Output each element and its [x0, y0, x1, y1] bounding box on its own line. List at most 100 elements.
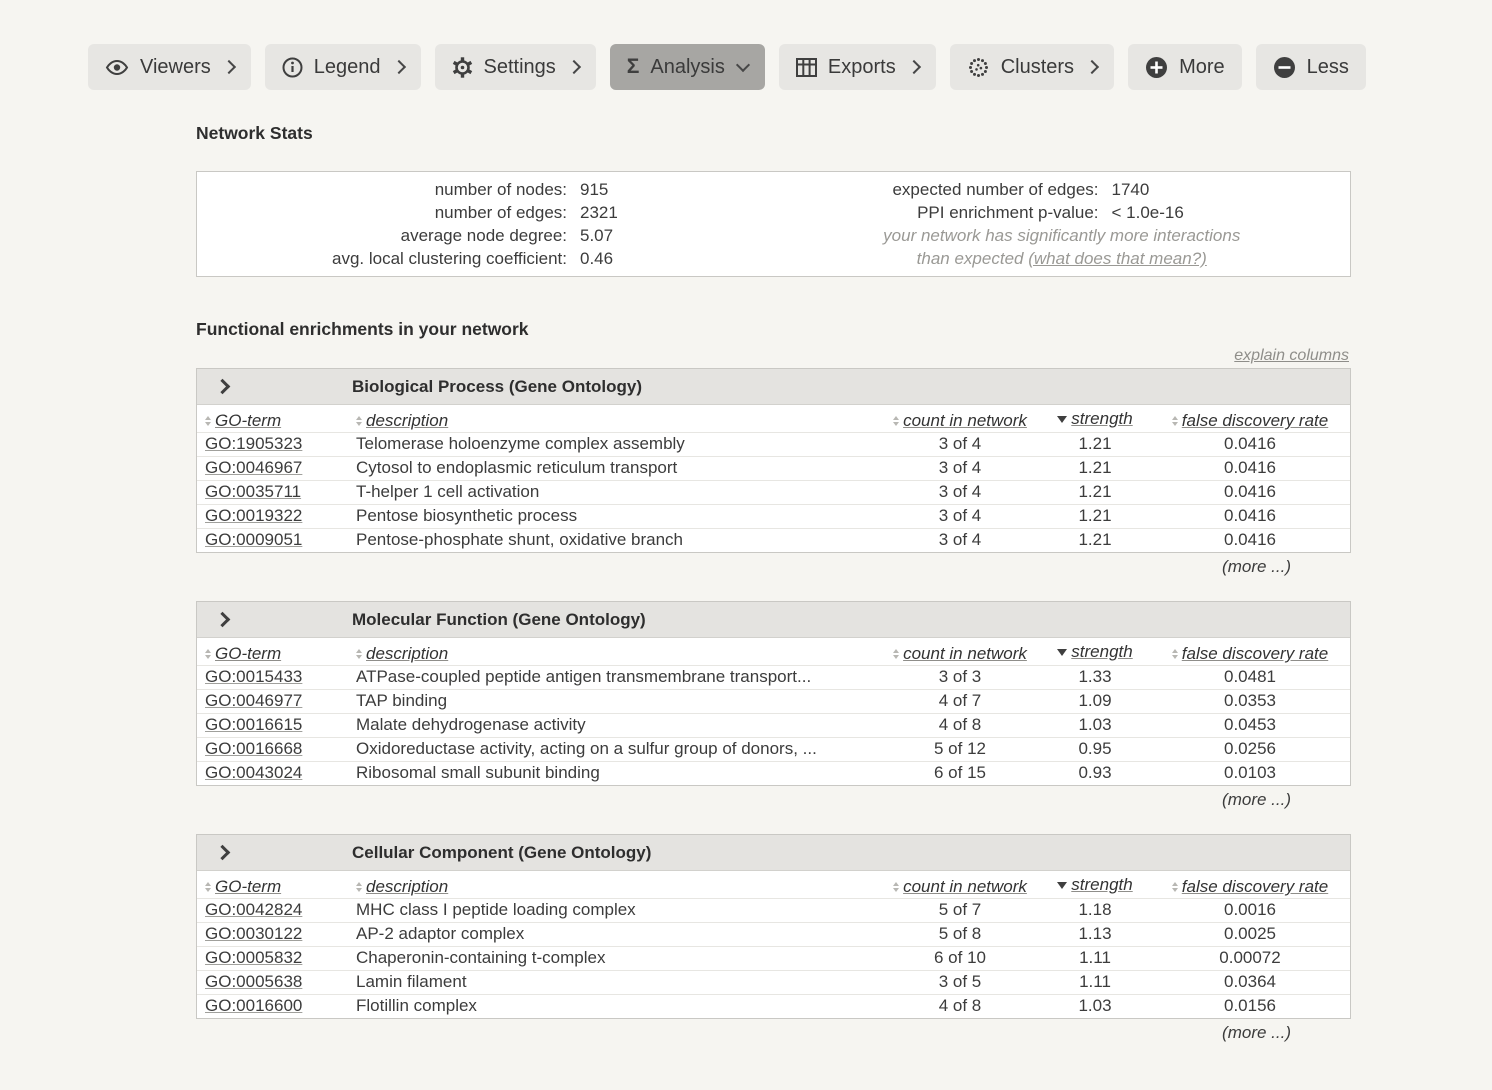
- chevron-right-icon: [907, 60, 921, 74]
- col-header-false-discovery-rate[interactable]: false discovery rate: [1172, 411, 1328, 431]
- table-row: GO:0009051 Pentose-phosphate shunt, oxida…: [197, 528, 1350, 552]
- description-cell: Ribosomal small subunit binding: [348, 761, 880, 785]
- description-cell: Flotillin complex: [348, 994, 880, 1018]
- col-header-strength[interactable]: strength: [1057, 642, 1132, 662]
- col-header-false-discovery-rate[interactable]: false discovery rate: [1172, 644, 1328, 664]
- toolbar-button-settings[interactable]: Settings: [435, 44, 596, 90]
- enrichment-table-cellular-component: Cellular Component (Gene Ontology) GO-te…: [196, 834, 1351, 1019]
- explain-columns-link[interactable]: explain columns: [1234, 347, 1349, 364]
- toolbar-button-more[interactable]: More: [1128, 44, 1242, 90]
- col-header-description[interactable]: description: [356, 411, 448, 431]
- go-term-link[interactable]: GO:0035711: [205, 482, 301, 501]
- enrichment-table: GO-term description count in network streng…: [197, 405, 1350, 552]
- col-header-label: strength: [1071, 409, 1132, 429]
- more-link[interactable]: (more ...): [1222, 557, 1291, 576]
- chevron-right-icon: [567, 60, 581, 74]
- strength-cell: 1.03: [1040, 713, 1150, 737]
- toolbar-button-legend[interactable]: Legend: [265, 44, 421, 90]
- toolbar-button-analysis[interactable]: Σ Analysis: [610, 44, 765, 90]
- go-term-link[interactable]: GO:0005832: [205, 948, 302, 967]
- go-term-link[interactable]: GO:1905323: [205, 434, 302, 453]
- fdr-cell: 0.0364: [1150, 970, 1350, 994]
- count-cell: 5 of 12: [880, 737, 1040, 761]
- more-row: (more ...): [196, 790, 1291, 810]
- count-cell: 4 of 8: [880, 713, 1040, 737]
- col-header-label: description: [366, 644, 448, 664]
- go-term-link[interactable]: GO:0016615: [205, 715, 302, 734]
- more-link[interactable]: (more ...): [1222, 790, 1291, 809]
- col-header-description[interactable]: description: [356, 877, 448, 897]
- toolbar-button-exports[interactable]: Exports: [779, 44, 936, 90]
- col-header-go-term[interactable]: GO-term: [205, 644, 281, 664]
- table-row: GO:0016615Malate dehydrogenase activity4…: [197, 713, 1350, 737]
- go-term-link[interactable]: GO:0019322: [205, 506, 302, 525]
- main-content: Network Stats number of nodes: 915 numbe…: [196, 123, 1351, 1043]
- strength-cell: 1.21: [1040, 480, 1150, 504]
- stats-right-column: expected number of edges: 1740 PPI enric…: [774, 178, 1351, 270]
- table-section-header[interactable]: Cellular Component (Gene Ontology): [197, 835, 1350, 871]
- description-cell: T-helper 1 cell activation: [348, 480, 880, 504]
- go-term-link[interactable]: GO:0005638: [205, 972, 302, 991]
- description-cell: Cytosol to endoplasmic reticulum transpo…: [348, 456, 880, 480]
- col-header-label: false discovery rate: [1182, 877, 1328, 897]
- go-term-link[interactable]: GO:0046967: [205, 458, 302, 477]
- sort-toggle-icon: [205, 416, 211, 426]
- go-term-link[interactable]: GO:0016668: [205, 739, 302, 758]
- description-cell: Pentose-phosphate shunt, oxidative branc…: [348, 528, 880, 552]
- table-row: GO:0035711 T-helper 1 cell activation3 of…: [197, 480, 1350, 504]
- description-cell: ATPase-coupled peptide antigen transmemb…: [348, 665, 880, 689]
- table-row: GO:0015433 ATPase-coupled peptide antigen…: [197, 665, 1350, 689]
- col-header-label: GO-term: [215, 644, 281, 664]
- table-section-header[interactable]: Biological Process (Gene Ontology): [197, 369, 1350, 405]
- col-header-strength[interactable]: strength: [1057, 875, 1132, 895]
- col-header-label: description: [366, 411, 448, 431]
- col-header-count-in-network[interactable]: count in network: [893, 877, 1027, 897]
- expand-chevron-icon: [215, 612, 231, 628]
- count-cell: 3 of 4: [880, 456, 1040, 480]
- go-term-link[interactable]: GO:0016600: [205, 996, 302, 1015]
- strength-cell: 1.09: [1040, 689, 1150, 713]
- col-header-count-in-network[interactable]: count in network: [893, 411, 1027, 431]
- go-term-link[interactable]: GO:0046977: [205, 691, 302, 710]
- toolbar-button-label: More: [1179, 56, 1225, 79]
- plus-circle-icon: [1145, 56, 1168, 79]
- sort-toggle-icon: [205, 882, 211, 892]
- toolbar-button-label: Settings: [484, 56, 556, 79]
- table-section-header[interactable]: Molecular Function (Gene Ontology): [197, 602, 1350, 638]
- go-term-cell: GO:0042824: [197, 898, 348, 922]
- col-header-go-term[interactable]: GO-term: [205, 411, 281, 431]
- table-row: GO:0046967 Cytosol to endoplasmic reticul…: [197, 456, 1350, 480]
- what-does-that-mean-link[interactable]: (what does that mean?): [1028, 249, 1207, 268]
- col-header-count-in-network[interactable]: count in network: [893, 644, 1027, 664]
- description-cell: AP-2 adaptor complex: [348, 922, 880, 946]
- go-term-link[interactable]: GO:0030122: [205, 924, 302, 943]
- more-link[interactable]: (more ...): [1222, 1023, 1291, 1042]
- col-header-false-discovery-rate[interactable]: false discovery rate: [1172, 877, 1328, 897]
- go-term-link[interactable]: GO:0043024: [205, 763, 302, 782]
- sort-toggle-icon: [1172, 649, 1178, 659]
- toolbar-button-label: Analysis: [650, 56, 724, 79]
- go-term-link[interactable]: GO:0015433: [205, 667, 302, 686]
- toolbar-button-label: Exports: [828, 56, 896, 79]
- stat-row: expected number of edges: 1740: [774, 178, 1351, 201]
- toolbar-button-viewers[interactable]: Viewers: [88, 44, 251, 90]
- col-header-go-term[interactable]: GO-term: [205, 877, 281, 897]
- stat-row: average node degree: 5.07: [197, 224, 774, 247]
- sigma-icon: Σ: [627, 55, 640, 79]
- go-term-cell: GO:0046967: [197, 456, 348, 480]
- enrichment-table-molecular-function: Molecular Function (Gene Ontology) GO-te…: [196, 601, 1351, 786]
- go-term-link[interactable]: GO:0042824: [205, 900, 302, 919]
- toolbar-button-less[interactable]: Less: [1256, 44, 1366, 90]
- count-cell: 3 of 4: [880, 480, 1040, 504]
- go-term-link[interactable]: GO:0009051: [205, 530, 302, 549]
- col-header-description[interactable]: description: [356, 644, 448, 664]
- toolbar-button-clusters[interactable]: Clusters: [950, 44, 1114, 90]
- stat-value: 915: [580, 178, 608, 201]
- strength-cell: 1.21: [1040, 456, 1150, 480]
- strength-cell: 1.33: [1040, 665, 1150, 689]
- enrichment-table: GO-term description count in network streng…: [197, 638, 1350, 785]
- col-header-strength[interactable]: strength: [1057, 409, 1132, 429]
- minus-circle-icon: [1273, 56, 1296, 79]
- sort-desc-icon: [1057, 882, 1067, 889]
- go-term-cell: GO:0030122: [197, 922, 348, 946]
